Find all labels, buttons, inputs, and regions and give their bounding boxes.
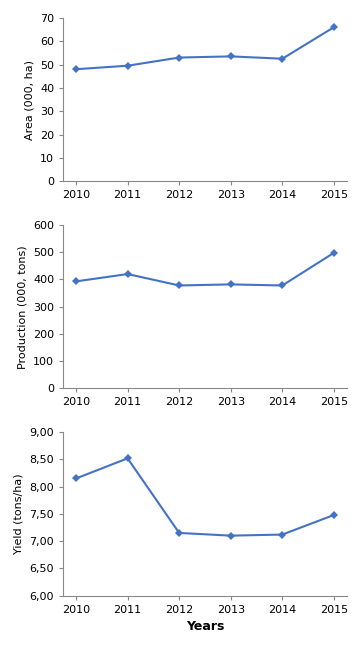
Y-axis label: Area (000, ha): Area (000, ha) (24, 60, 34, 140)
Y-axis label: Yield (tons/ha): Yield (tons/ha) (14, 474, 24, 554)
X-axis label: Years: Years (186, 620, 224, 633)
Y-axis label: Production (000, tons): Production (000, tons) (17, 245, 28, 369)
